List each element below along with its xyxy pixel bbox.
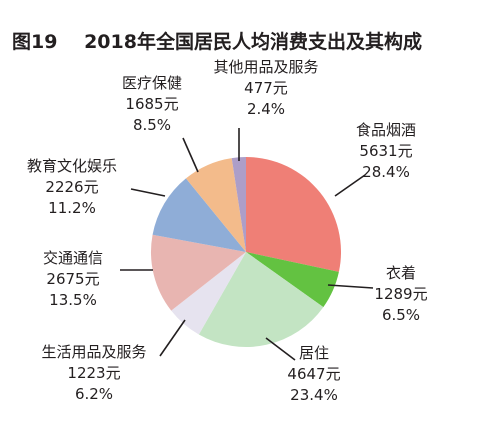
slice-name: 生活用品及服务 xyxy=(41,343,146,361)
figure-number: 图19 xyxy=(12,31,57,53)
slice-amount: 4647元 xyxy=(287,365,340,383)
slice-amount: 2675元 xyxy=(46,270,99,288)
slice-amount: 1289元 xyxy=(374,285,427,303)
pie-slice xyxy=(171,252,246,335)
pie-slice xyxy=(198,252,324,348)
pie-slice xyxy=(185,158,246,252)
slice-name: 交通通信 xyxy=(43,249,103,267)
leader-line xyxy=(159,319,186,357)
leader-line xyxy=(130,188,166,197)
slice-name: 居住 xyxy=(299,344,329,362)
slice-percent: 28.4% xyxy=(362,163,410,181)
pie-slices xyxy=(151,157,342,348)
leader-line xyxy=(334,174,366,197)
slice-percent: 23.4% xyxy=(290,386,338,404)
pie-slice xyxy=(246,157,342,272)
slice-label: 食品烟酒 5631元 28.4% xyxy=(356,121,416,181)
slice-name: 食品烟酒 xyxy=(356,121,416,139)
leader-line xyxy=(265,337,296,361)
slice-label: 医疗保健 1685元 8.5% xyxy=(122,74,182,134)
slice-label: 教育文化娱乐 2226元 11.2% xyxy=(27,157,117,217)
slice-amount: 1685元 xyxy=(125,95,178,113)
leader-line xyxy=(327,284,374,289)
slice-percent: 6.2% xyxy=(75,385,113,403)
slice-amount: 5631元 xyxy=(359,142,412,160)
slice-label: 居住 4647元 23.4% xyxy=(287,344,340,404)
slice-amount: 1223元 xyxy=(67,364,120,382)
slice-amount: 2226元 xyxy=(45,178,98,196)
slice-percent: 8.5% xyxy=(133,116,171,134)
slice-name: 教育文化娱乐 xyxy=(27,157,117,175)
chart-title: 图19 2018年全国居民人均消费支出及其构成 xyxy=(12,30,422,53)
chart-title-text: 2018年全国居民人均消费支出及其构成 xyxy=(84,30,422,53)
slice-labels: 食品烟酒 5631元 28.4% 衣着 1289元 6.5% 居住 4647元 23.4% 生活用… xyxy=(27,58,428,404)
pie-slice xyxy=(152,178,246,252)
pie-slice xyxy=(231,157,246,252)
slice-amount: 477元 xyxy=(244,79,288,97)
leader-line xyxy=(182,137,199,173)
slice-label: 生活用品及服务 1223元 6.2% xyxy=(41,343,146,403)
pie-slice xyxy=(151,234,246,311)
slice-percent: 2.4% xyxy=(247,100,285,118)
pie-slice xyxy=(246,252,339,308)
slice-name: 其他用品及服务 xyxy=(213,58,318,76)
slice-percent: 6.5% xyxy=(382,306,420,324)
slice-label: 衣着 1289元 6.5% xyxy=(374,264,427,324)
slice-percent: 11.2% xyxy=(48,199,96,217)
slice-label: 其他用品及服务 477元 2.4% xyxy=(213,58,318,118)
slice-label: 交通通信 2675元 13.5% xyxy=(43,249,103,309)
leader-lines xyxy=(120,128,374,361)
slice-name: 医疗保健 xyxy=(122,74,182,92)
slice-percent: 13.5% xyxy=(49,291,97,309)
slice-name: 衣着 xyxy=(386,264,416,282)
